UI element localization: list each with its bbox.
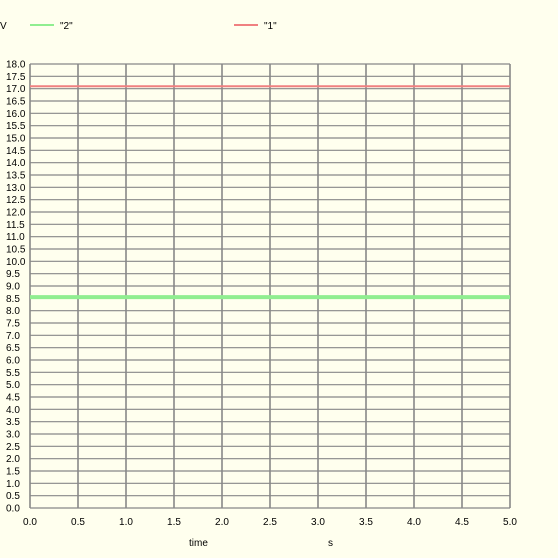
x-tick-label: 4.0 xyxy=(407,517,421,528)
y-tick-label: 11.5 xyxy=(6,220,25,231)
y-tick-label: 15.5 xyxy=(6,121,26,132)
y-tick-label: 6.0 xyxy=(6,356,20,367)
y-tick-label: 13.0 xyxy=(6,183,26,194)
y-tick-label: 13.5 xyxy=(6,171,26,182)
x-tick-label: 5.0 xyxy=(503,517,517,528)
y-tick-label: 0.5 xyxy=(6,491,20,502)
y-tick-label: 15.0 xyxy=(6,134,26,145)
y-tick-label: 17.5 xyxy=(6,72,26,83)
y-tick-label: 17.0 xyxy=(6,84,26,95)
y-tick-label: 1.5 xyxy=(6,467,20,478)
x-tick-label: 0.0 xyxy=(23,517,37,528)
y-tick-label: 4.0 xyxy=(6,405,20,416)
y-tick-label: 1.0 xyxy=(6,479,20,490)
x-axis-unit: s xyxy=(328,538,333,549)
y-tick-label: 10.5 xyxy=(6,245,26,256)
y-tick-label: 8.0 xyxy=(6,306,20,317)
y-tick-label: 2.5 xyxy=(6,442,20,453)
legend-label-series-2: "2" xyxy=(60,21,73,32)
x-axis-label: time xyxy=(189,538,208,549)
y-tick-label: 16.5 xyxy=(6,97,26,108)
y-tick-label: 5.5 xyxy=(6,368,20,379)
legend-label-series-1: "1" xyxy=(264,21,277,32)
x-tick-label: 2.5 xyxy=(263,517,277,528)
y-tick-label: 3.0 xyxy=(6,430,20,441)
x-tick-labels: 0.0 0.5 1.0 1.5 2.0 2.5 3.0 3.5 4.0 4.5 5.0 xyxy=(23,517,517,528)
y-tick-label: 0.0 xyxy=(6,504,20,515)
legend: "2" "1" xyxy=(30,21,277,32)
y-tick-label: 7.0 xyxy=(6,331,20,342)
y-tick-label: 9.5 xyxy=(6,269,20,280)
y-tick-label: 11.0 xyxy=(6,232,25,243)
x-tick-label: 2.0 xyxy=(215,517,229,528)
x-tick-label: 4.5 xyxy=(455,517,469,528)
x-tick-label: 1.5 xyxy=(167,517,181,528)
y-tick-label: 14.0 xyxy=(6,158,26,169)
x-tick-label: 3.0 xyxy=(311,517,325,528)
x-tick-label: 3.5 xyxy=(359,517,373,528)
y-tick-label: 10.0 xyxy=(6,257,26,268)
y-tick-label: 5.0 xyxy=(6,380,20,391)
y-tick-label: 16.0 xyxy=(6,109,26,120)
y-tick-label: 6.5 xyxy=(6,343,20,354)
y-tick-label: 9.0 xyxy=(6,282,20,293)
y-tick-label: 12.0 xyxy=(6,208,26,219)
x-tick-label: 1.0 xyxy=(119,517,133,528)
x-tick-label: 0.5 xyxy=(71,517,85,528)
y-tick-label: 12.5 xyxy=(6,195,26,206)
y-tick-label: 14.5 xyxy=(6,146,26,157)
series-lines xyxy=(30,85,510,300)
y-tick-labels: 0.0 0.51.01.5 2.02.53.0 3.54.04.5 5.05.56.0 6… xyxy=(6,60,26,515)
y-axis-label: V xyxy=(0,21,7,32)
grid xyxy=(29,63,511,509)
y-tick-label: 18.0 xyxy=(6,60,26,71)
y-tick-label: 4.5 xyxy=(6,393,20,404)
y-tick-label: 3.5 xyxy=(6,417,20,428)
y-tick-label: 8.5 xyxy=(6,294,20,305)
y-tick-label: 2.0 xyxy=(6,454,20,465)
y-tick-label: 7.5 xyxy=(6,319,20,330)
